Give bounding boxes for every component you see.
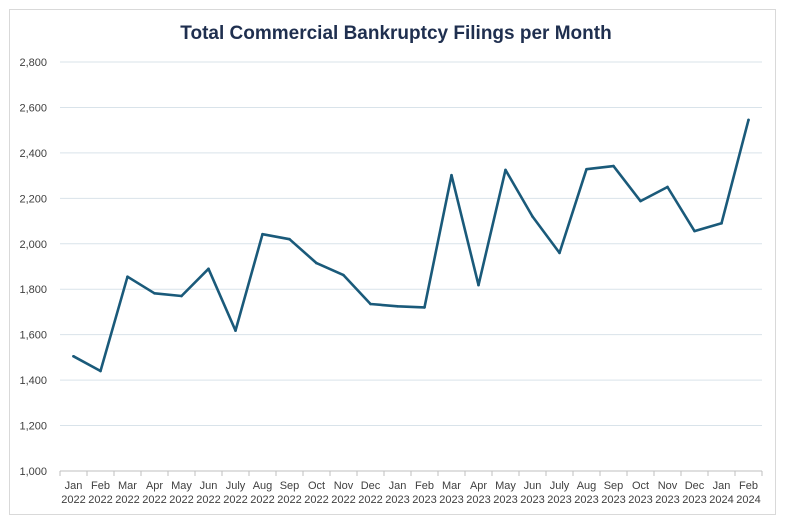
data-point [99,369,102,373]
y-tick-label: 2,200 [19,193,47,205]
data-point [315,261,318,265]
y-tick-label: 2,000 [19,239,47,251]
x-tick-label: Jan 2022 [61,480,85,506]
data-point [612,164,615,168]
data-point [504,168,507,172]
y-tick-label: 1,400 [19,375,47,387]
x-tick-label: Feb 2024 [736,480,760,506]
y-tick-label: 1,000 [19,466,47,478]
x-tick-label: Apr 2022 [142,480,166,506]
data-point [558,251,561,255]
x-tick-label: Nov 2022 [331,480,355,506]
data-point [531,215,534,218]
data-point [72,354,75,358]
data-point [288,237,291,241]
series-line [72,118,750,373]
data-point [450,173,453,177]
data-point [153,292,156,295]
data-point [396,304,399,308]
data-point [720,222,723,225]
y-tick-label: 2,800 [19,57,47,69]
x-tick-label: Jun 2022 [196,480,220,506]
data-point [207,267,210,271]
data-point [693,229,696,233]
x-tick-label: Oct 2023 [628,480,652,506]
y-tick-label: 2,600 [19,102,47,114]
data-point [369,302,372,306]
chart-frame [9,9,776,515]
data-point [180,294,183,298]
x-tick-label: July 2022 [223,480,247,506]
y-axis-ticks: 1,000 1,200 1,400 1,600 1,800 2,000 2,200 2,400… [19,57,47,478]
x-tick-label: Mar 2023 [439,480,463,506]
x-tick-label: July 2023 [547,480,571,506]
chart-title: Total Commercial Bankruptcy Filings per … [180,23,611,44]
data-point [342,273,345,277]
y-tick-label: 1,200 [19,421,47,433]
x-tick-label: Feb 2023 [412,480,436,506]
x-tick-label: Mar 2022 [115,480,139,506]
series-layer [72,118,750,373]
x-tick-label: Sep 2022 [277,480,301,506]
x-tick-label: Jan 2024 [709,480,733,506]
x-tick-label: Aug 2022 [250,480,274,506]
data-point [666,185,669,189]
gridlines [59,61,763,476]
y-tick-label: 1,600 [19,330,47,342]
x-tick-label: Jun 2023 [520,480,544,506]
y-tick-label: 2,400 [19,148,47,160]
x-tick-label: May 2023 [493,480,517,506]
x-tick-label: Dec 2023 [682,480,706,506]
data-point [477,283,480,287]
x-tick-label: Nov 2023 [655,480,679,506]
data-point [639,199,642,203]
data-point [747,118,750,122]
x-tick-label: Dec 2022 [358,480,382,506]
x-tick-label: Oct 2022 [304,480,328,506]
x-tick-label: Apr 2023 [466,480,490,506]
data-point [261,232,264,236]
x-tick-label: Jan 2023 [385,480,409,506]
data-point [423,306,426,309]
x-tick-label: Aug 2023 [574,480,598,506]
x-tick-label: Feb 2022 [88,480,112,506]
data-point [126,275,129,279]
data-point [585,167,588,171]
x-tick-label: Sep 2023 [601,480,625,506]
x-tick-label: May 2022 [169,480,193,506]
y-tick-label: 1,800 [19,284,47,296]
data-point [234,329,237,332]
